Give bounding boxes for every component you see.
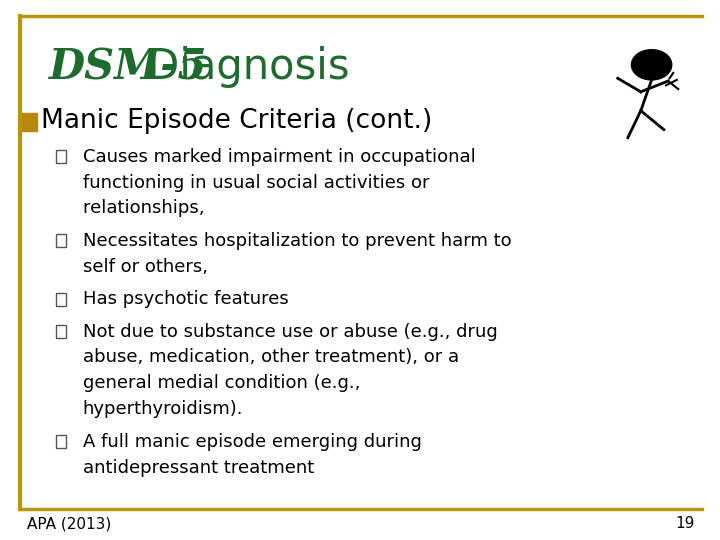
Text: Diagnosis: Diagnosis [134,46,349,89]
Text: Has psychotic features: Has psychotic features [83,290,289,308]
Text: hyperthyroidism).: hyperthyroidism). [83,400,243,418]
Text: relationships,: relationships, [83,199,210,218]
Text: general medial condition (e.g.,: general medial condition (e.g., [83,374,360,393]
Text: Manic Episode Criteria (cont.): Manic Episode Criteria (cont.) [41,109,432,134]
Text: functioning in usual social activities or: functioning in usual social activities o… [83,173,429,192]
Text: self or others,: self or others, [83,258,214,276]
Text: abuse, medication, other treatment), or a: abuse, medication, other treatment), or … [83,348,459,367]
Text: Not due to substance use or abuse (e.g., drug: Not due to substance use or abuse (e.g.,… [83,322,498,341]
Text: APA (2013): APA (2013) [27,516,112,531]
Text: 19: 19 [675,516,695,531]
Text: A full manic episode emerging during: A full manic episode emerging during [83,433,422,451]
Text: Causes marked impairment in occupational: Causes marked impairment in occupational [83,147,475,166]
Text: DSM-5: DSM-5 [49,46,207,89]
Text: Necessitates hospitalization to prevent harm to: Necessitates hospitalization to prevent … [83,232,511,250]
Text: antidepressant treatment: antidepressant treatment [83,458,314,477]
